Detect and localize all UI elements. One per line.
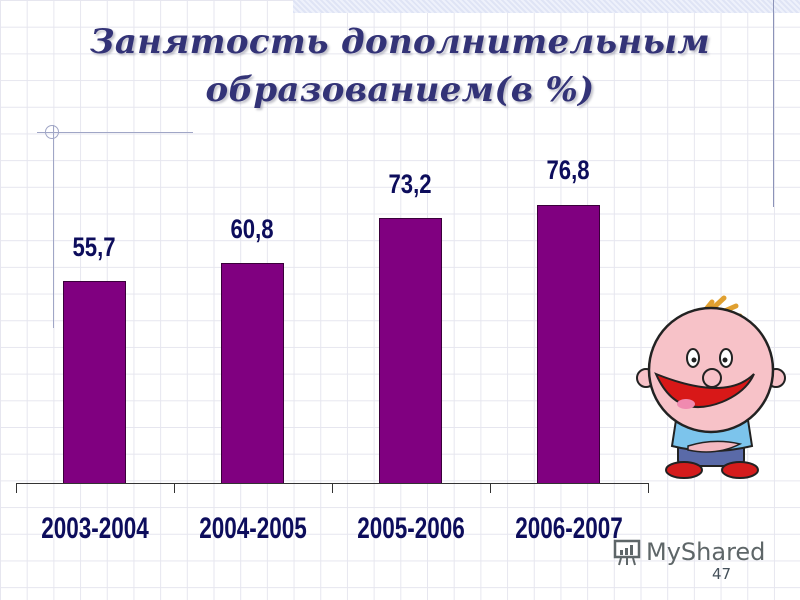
x-axis-tick [648, 483, 649, 493]
watermark: MyShared [612, 537, 765, 567]
x-axis-tick [174, 483, 175, 493]
value-label: 73,2 [388, 169, 432, 199]
decorative-left-vertical-line [53, 125, 54, 328]
bar-2003-2004 [63, 281, 126, 484]
decorative-top-stripe [293, 0, 800, 13]
bar-2004-2005 [221, 263, 284, 484]
x-tick-label: 2005-2006 [357, 512, 465, 545]
title-line-1: Занятость дополнительным [90, 22, 710, 62]
x-axis-tick [490, 483, 491, 493]
value-label: 76,8 [546, 155, 590, 185]
x-axis-tick [16, 483, 17, 493]
x-tick-label: 2003-2004 [41, 512, 149, 545]
slide-number: 47 [712, 565, 732, 583]
value-label: 60,8 [230, 214, 274, 244]
x-axis-tick [332, 483, 333, 493]
slide-title: Занятость дополнительным образованием(в … [0, 18, 800, 114]
x-tick-label: 2004-2005 [199, 512, 307, 545]
bar-2005-2006 [379, 218, 442, 484]
bar-2006-2007 [537, 205, 600, 484]
value-label: 55,7 [72, 232, 116, 262]
cartoon-boy-icon [636, 295, 786, 479]
x-tick-label: 2006-2007 [515, 512, 623, 545]
watermark-text: MyShared [646, 538, 766, 566]
presentation-board-icon [613, 539, 641, 566]
decorative-crosshair-icon [45, 125, 59, 139]
decorative-right-line [773, 0, 774, 207]
title-line-2: образованием(в %) [205, 70, 595, 110]
decorative-left-horizontal-line [37, 132, 193, 133]
